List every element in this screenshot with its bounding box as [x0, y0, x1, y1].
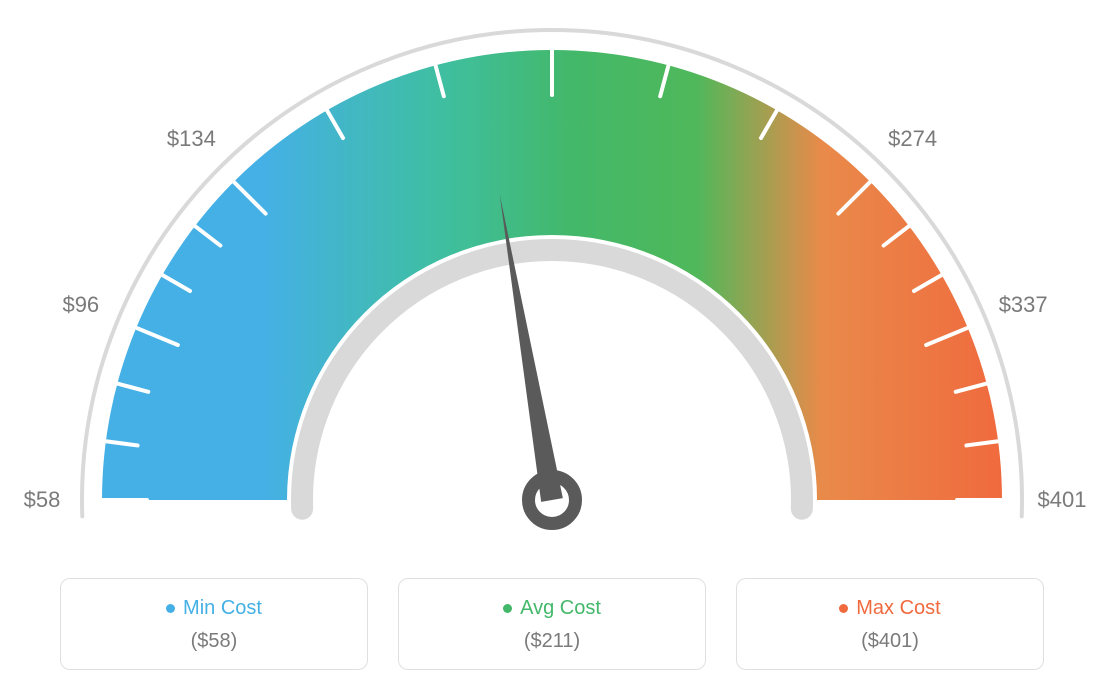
- legend-label-avg: Avg Cost: [409, 597, 695, 620]
- legend-value-max: ($401): [747, 630, 1033, 653]
- legend-value-avg: ($211): [409, 630, 695, 653]
- legend-value-min: ($58): [71, 630, 357, 653]
- legend-dot-max: [839, 604, 848, 613]
- legend-label-min: Min Cost: [71, 597, 357, 620]
- legend-dot-avg: [503, 604, 512, 613]
- gauge-svg: [0, 0, 1104, 560]
- gauge-tick-label: $211: [528, 0, 575, 3]
- gauge-tick-label: $58: [24, 487, 61, 513]
- legend-dot-min: [166, 604, 175, 613]
- gauge-chart: $58 $96 $134 $211 $274 $337 $401: [0, 0, 1104, 560]
- legend-card-min: Min Cost ($58): [60, 578, 368, 670]
- legend-card-max: Max Cost ($401): [736, 578, 1044, 670]
- legend-label-text: Min Cost: [183, 597, 262, 620]
- legend-label-text: Avg Cost: [520, 597, 601, 620]
- gauge-tick-label: $401: [1038, 487, 1087, 513]
- legend-label-text: Max Cost: [856, 597, 940, 620]
- gauge-tick-label: $274: [888, 126, 937, 152]
- legend-row: Min Cost ($58) Avg Cost ($211) Max Cost …: [60, 578, 1044, 670]
- gauge-tick-label: $96: [62, 292, 99, 318]
- legend-card-avg: Avg Cost ($211): [398, 578, 706, 670]
- gauge-color-arc: [102, 50, 1002, 500]
- legend-label-max: Max Cost: [747, 597, 1033, 620]
- gauge-tick-label: $134: [167, 126, 216, 152]
- gauge-tick-label: $337: [999, 292, 1048, 318]
